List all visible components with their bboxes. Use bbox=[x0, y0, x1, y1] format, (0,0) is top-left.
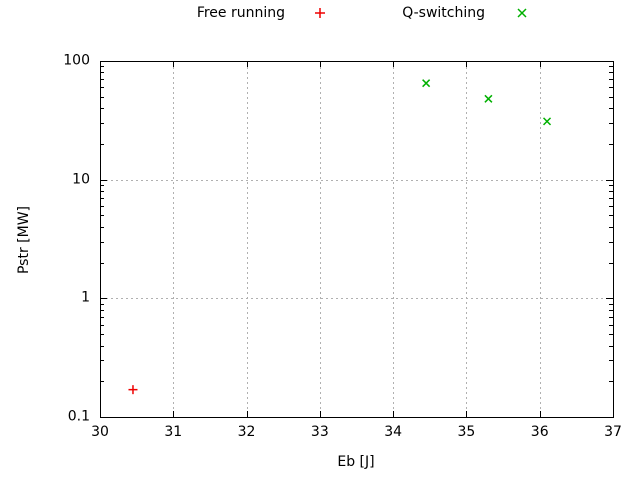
x-tick-label: 33 bbox=[310, 424, 329, 440]
legend-label-q-switching: Q-switching bbox=[402, 5, 485, 21]
x-marker-icon bbox=[543, 117, 552, 126]
x-tick-label: 35 bbox=[457, 424, 476, 440]
y-tick-label: 10 bbox=[72, 171, 90, 188]
y-tick-label: 1 bbox=[81, 289, 90, 306]
x-marker-icon bbox=[517, 8, 527, 18]
plus-marker-icon bbox=[315, 8, 325, 18]
x-marker-icon bbox=[422, 79, 431, 88]
x-tick-label: 32 bbox=[237, 424, 256, 440]
x-tick-label: 36 bbox=[530, 424, 549, 440]
x-axis-title: Eb [J] bbox=[337, 454, 375, 470]
y-tick-label: 0.1 bbox=[67, 408, 90, 425]
legend-label-free-running: Free running bbox=[196, 5, 285, 21]
x-tick-label: 31 bbox=[164, 424, 183, 440]
y-tick-label: 100 bbox=[63, 52, 90, 69]
x-tick-label: 30 bbox=[91, 424, 109, 440]
x-marker-icon bbox=[484, 94, 493, 103]
x-tick-label: 37 bbox=[604, 424, 622, 440]
plot-border bbox=[100, 61, 614, 418]
x-tick-label: 34 bbox=[384, 424, 403, 440]
plus-marker-icon bbox=[128, 385, 138, 395]
